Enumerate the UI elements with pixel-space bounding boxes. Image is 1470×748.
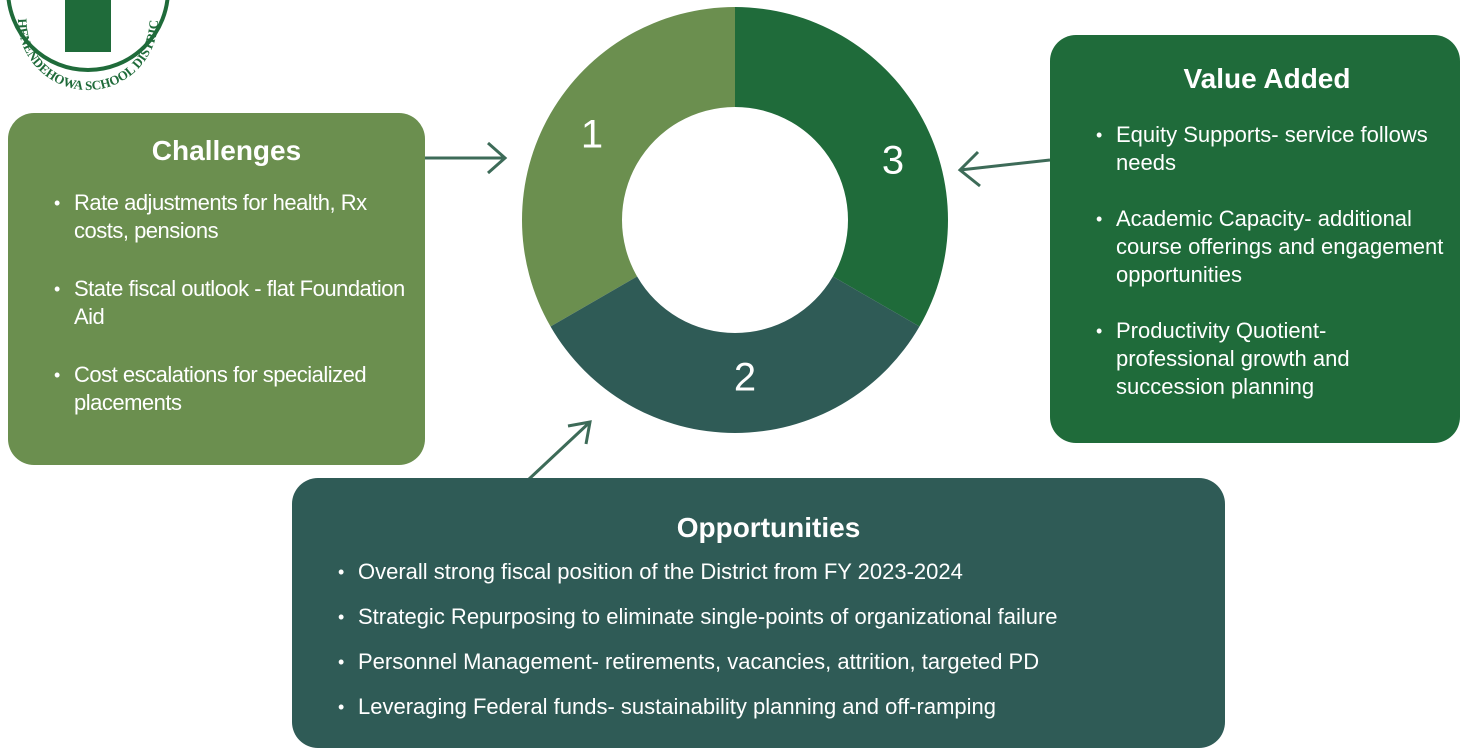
segment-label: 3: [882, 139, 904, 183]
bullet-item: Equity Supports- service follows needs: [1096, 121, 1444, 177]
box-title: Opportunities: [676, 512, 861, 543]
segment-label: 1: [581, 113, 603, 157]
arrows: [425, 141, 1051, 482]
bullet-list: Overall strong fiscal position of the Di…: [332, 558, 1205, 721]
bullet-item: Cost escalations for specialized placeme…: [54, 361, 405, 417]
challenges-box: Challenges Rate adjustments for health, …: [8, 113, 425, 465]
cycle-segment: [735, 7, 948, 327]
box-title: Value Added: [1183, 63, 1351, 94]
bullet-list: Rate adjustments for health, Rx costs, p…: [48, 189, 405, 417]
opportunities-box: Opportunities Overall strong fiscal posi…: [292, 478, 1225, 748]
value-added-box: Value Added Equity Supports- service fol…: [1050, 35, 1460, 443]
bullet-item: Leveraging Federal funds- sustainability…: [338, 693, 1205, 721]
bullet-item: Strategic Repurposing to eliminate singl…: [338, 603, 1205, 631]
segment-label: 2: [734, 356, 756, 400]
bullet-item: Rate adjustments for health, Rx costs, p…: [54, 189, 405, 245]
box-title: Challenges: [151, 135, 302, 166]
bullet-item: State fiscal outlook - flat Foundation A…: [54, 275, 405, 331]
bullet-item: Overall strong fiscal position of the Di…: [338, 558, 1205, 586]
logo: SHENENDEHOWA SCHOOL DISTRICT: [0, 0, 170, 93]
bullet-item: Productivity Quotient- professional grow…: [1096, 317, 1444, 401]
cycle: 1 3 2: [522, 7, 948, 434]
cycle-segment: [550, 276, 920, 434]
bullet-item: Academic Capacity- additional course off…: [1096, 205, 1444, 289]
cycle-segment: [522, 7, 735, 327]
bullet-list: Equity Supports- service follows needs Ac…: [1090, 121, 1444, 401]
bullet-item: Personnel Management- retirements, vacan…: [338, 648, 1205, 676]
